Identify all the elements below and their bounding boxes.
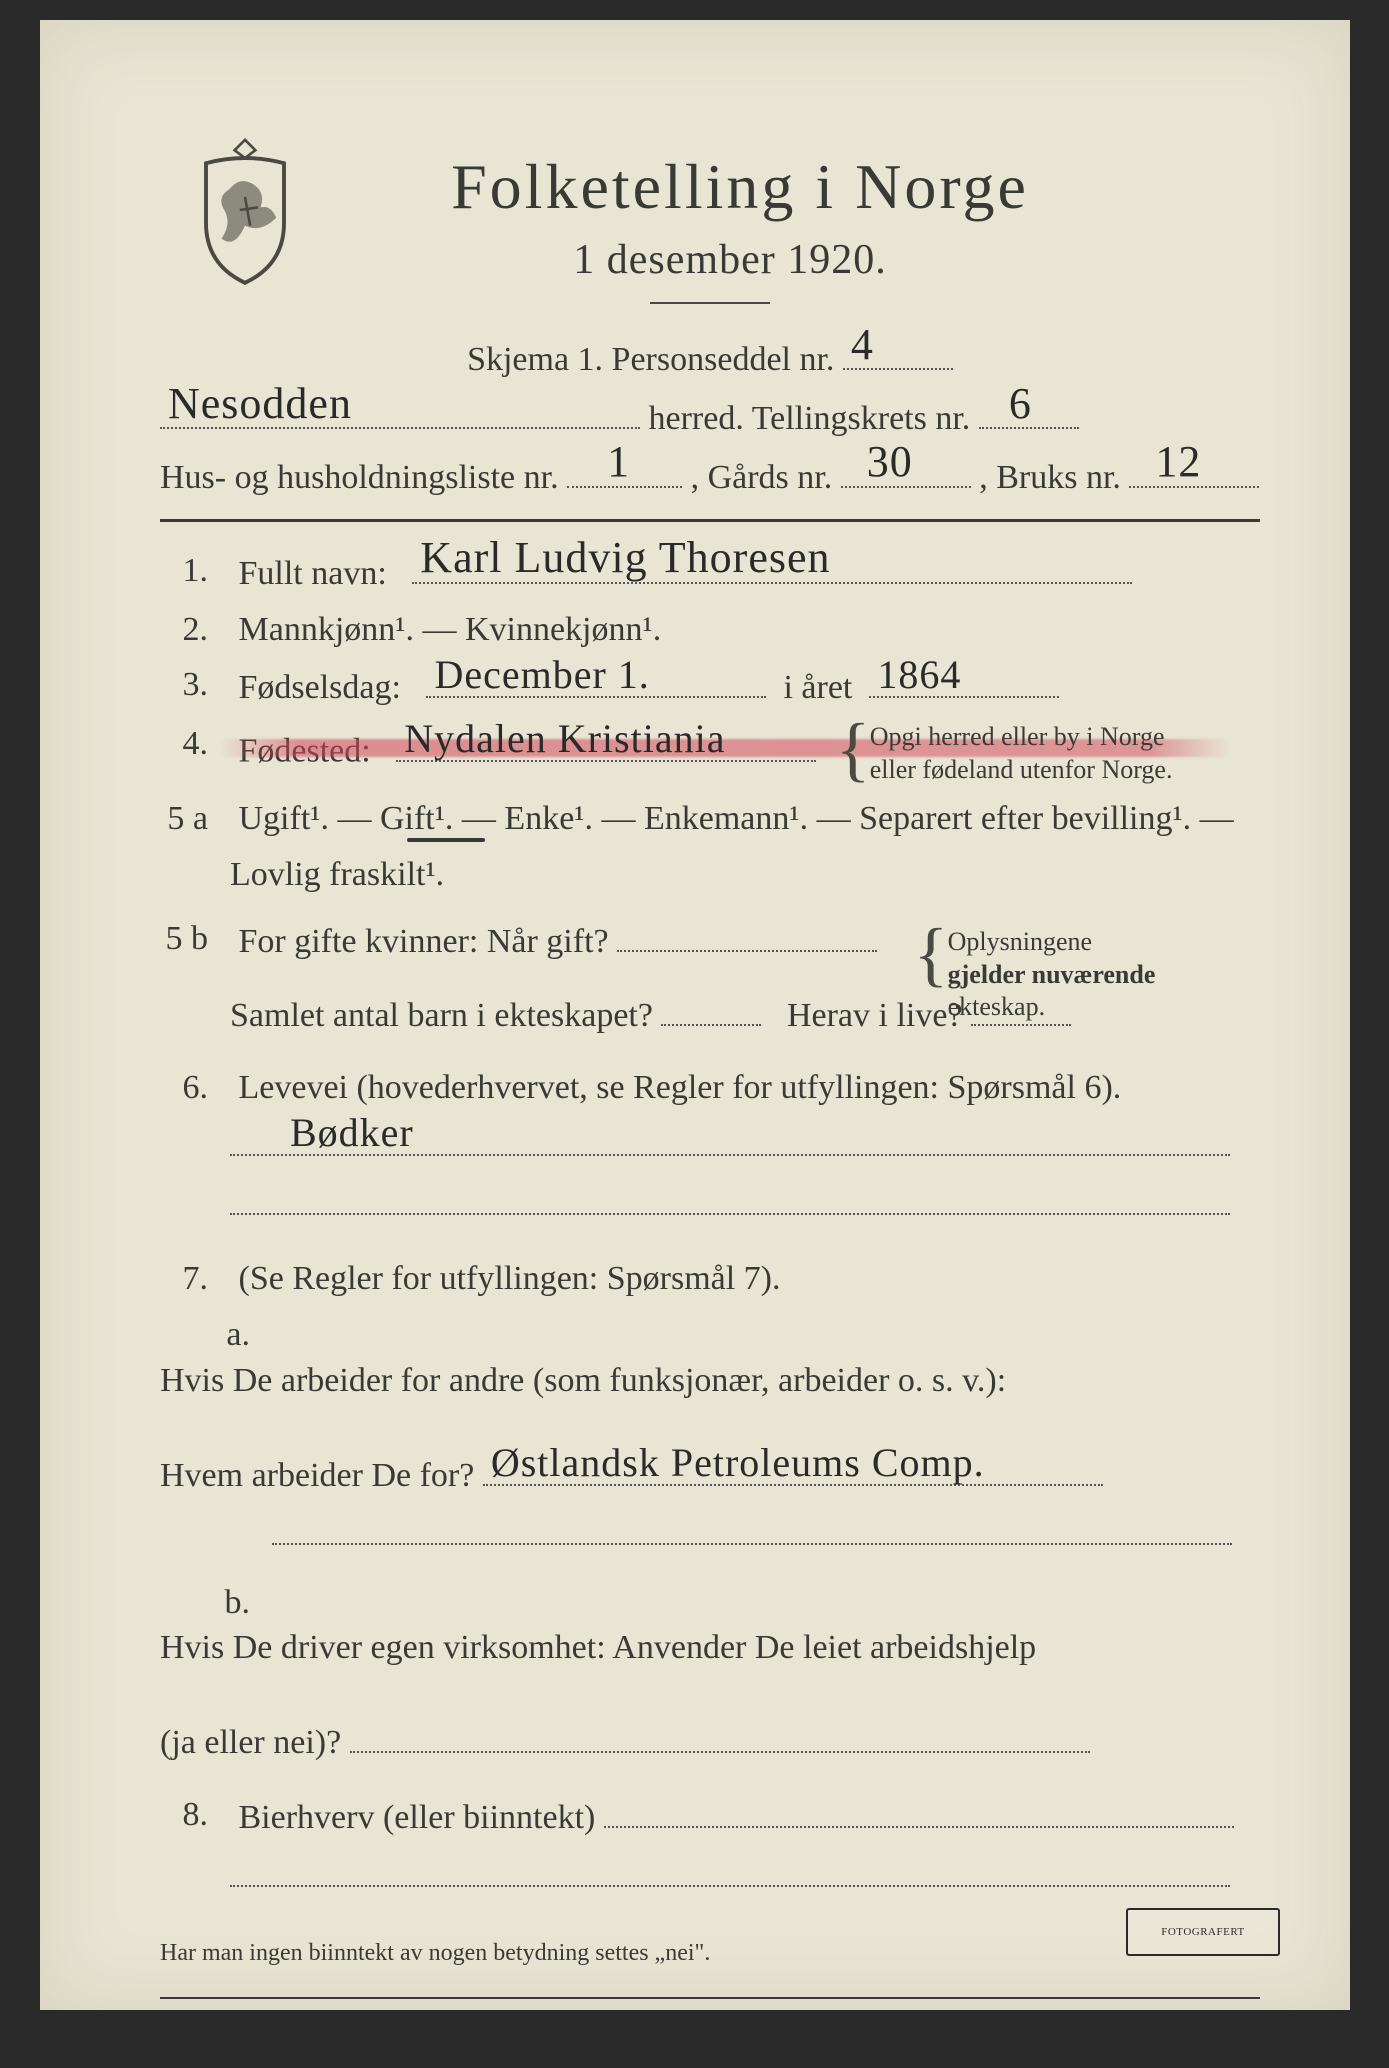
q3-label: Fødselsdag:	[239, 669, 401, 706]
meta-row-3: Hus- og husholdningsliste nr. 1 , Gårds …	[160, 452, 1260, 501]
q4-note: Opgi herred eller by i Norge eller fødel…	[842, 721, 1173, 786]
q2: 2. Mannkjønn¹. — Kvinnekjønn¹.	[160, 607, 1260, 653]
q7a-blank	[272, 1509, 1260, 1558]
q3-day: December 1.	[434, 648, 649, 702]
q1-num: 1.	[160, 548, 208, 594]
personseddel-nr: 4	[851, 315, 874, 374]
q7a-l1: Hvis De arbeider for andre (som funksjon…	[160, 1362, 1006, 1399]
rule-after-meta	[160, 519, 1260, 522]
q7a-value: Østlandsk Petroleums Comp.	[491, 1436, 985, 1490]
title-main: Folketelling i Norge	[220, 150, 1260, 224]
q7-num: 7.	[160, 1256, 208, 1302]
q8: 8. Bierhverv (eller biinntekt)	[160, 1792, 1260, 1841]
tellingskrets-nr: 6	[1009, 374, 1032, 433]
q7b-l2: (ja eller nei)?	[160, 1724, 341, 1761]
footer-rule	[160, 1997, 1260, 1999]
document-page: Folketelling i Norge 1 desember 1920. Sk…	[40, 20, 1350, 2010]
q5b-l2: Samlet antal barn i ekteskapet? Herav i …	[230, 990, 1260, 1039]
gards-label: , Gårds nr.	[691, 459, 833, 496]
q5a-num: 5 a	[160, 796, 208, 842]
herred-label: herred. Tellingskrets nr.	[649, 400, 971, 437]
q4: 4. Fødested: Nydalen Kristiania Opgi her…	[160, 721, 1260, 786]
q5b-note-l1: Oplysningene	[948, 927, 1092, 956]
q6-label: Levevei (hovederhvervet, se Regler for u…	[239, 1069, 1122, 1106]
q6: 6. Levevei (hovederhvervet, se Regler fo…	[160, 1065, 1260, 1111]
herred-value: Nesodden	[168, 374, 352, 433]
q3: 3. Fødselsdag: December 1. i året 1864	[160, 662, 1260, 711]
q4-note-l1: Opgi herred eller by i Norge	[870, 722, 1165, 751]
q7-label: (Se Regler for utfyllingen: Spørsmål 7).	[239, 1260, 781, 1297]
meta-row-2: Nesodden herred. Tellingskrets nr. 6	[160, 393, 1260, 442]
gift-underline	[407, 838, 485, 842]
q2-label: Mannkjønn¹. — Kvinnekjønn¹.	[239, 611, 662, 648]
q1: 1. Fullt navn: Karl Ludvig Thoresen	[160, 548, 1260, 597]
husliste-label: Hus- og husholdningsliste nr.	[160, 459, 559, 496]
title-sub: 1 desember 1920.	[200, 236, 1260, 284]
q3-year: 1864	[877, 648, 961, 702]
q4-num: 4.	[160, 721, 208, 767]
q5a-cont: Lovlig fraskilt¹.	[230, 852, 1260, 898]
q4-value: Nydalen Kristiania	[404, 712, 725, 766]
q5b-l2b: Herav i live?	[787, 997, 963, 1034]
q5a-line2: Lovlig fraskilt¹.	[230, 856, 444, 893]
q8-label: Bierhverv (eller biinntekt)	[239, 1799, 596, 1836]
q3-mid: i året	[783, 669, 852, 706]
q7: 7. (Se Regler for utfyllingen: Spørsmål …	[160, 1256, 1260, 1302]
q7a-num: a.	[160, 1312, 250, 1358]
q6-blank	[230, 1179, 1260, 1228]
q7b-l1: Hvis De driver egen virksomhet: Anvender…	[160, 1629, 1036, 1666]
q6-num: 6.	[160, 1065, 208, 1111]
coat-of-arms-icon	[180, 130, 310, 290]
q5b-l1a: For gifte kvinner: Når gift?	[239, 923, 609, 960]
q7a-l2: Hvem arbeider De for?	[160, 1457, 474, 1494]
bruks-nr: 12	[1155, 432, 1201, 491]
husliste-nr: 1	[607, 432, 630, 491]
bruks-label: , Bruks nr.	[979, 459, 1121, 496]
archive-stamp: FOTOGRAFERT	[1126, 1908, 1280, 1956]
q6-val: Bødker	[230, 1120, 1260, 1169]
q1-value: Karl Ludvig Thoresen	[420, 528, 830, 587]
q2-num: 2.	[160, 607, 208, 653]
header: Folketelling i Norge 1 desember 1920.	[160, 150, 1260, 304]
q8-blank	[230, 1851, 1260, 1900]
q7b: b. Hvis De driver egen virksomhet: Anven…	[160, 1580, 1260, 1767]
q6-value: Bødker	[290, 1106, 414, 1160]
q1-label: Fullt navn:	[239, 555, 387, 592]
q3-num: 3.	[160, 662, 208, 708]
title-rule	[650, 302, 770, 304]
q5b-l2a: Samlet antal barn i ekteskapet?	[230, 997, 653, 1034]
skjema-label: Skjema 1. Personseddel nr.	[467, 341, 834, 378]
q7b-num: b.	[160, 1580, 250, 1626]
q5a: 5 a Ugift¹. — Gift¹. — Enke¹. — Enkemann…	[160, 796, 1260, 842]
q4-note-l2: eller fødeland utenfor Norge.	[870, 755, 1173, 784]
gards-nr: 30	[867, 432, 913, 491]
q5b-num: 5 b	[160, 916, 208, 962]
q8-num: 8.	[160, 1792, 208, 1838]
q7a: a. Hvis De arbeider for andre (som funks…	[160, 1312, 1260, 1499]
stamp-text: FOTOGRAFERT	[1161, 1926, 1244, 1938]
q5a-line1: Ugift¹. — Gift¹. — Enke¹. — Enkemann¹. —…	[239, 800, 1234, 837]
footer-note: Har man ingen biinntekt av nogen betydni…	[160, 1940, 1260, 1967]
q5b-note-l2: gjelder nuværende	[948, 960, 1156, 989]
